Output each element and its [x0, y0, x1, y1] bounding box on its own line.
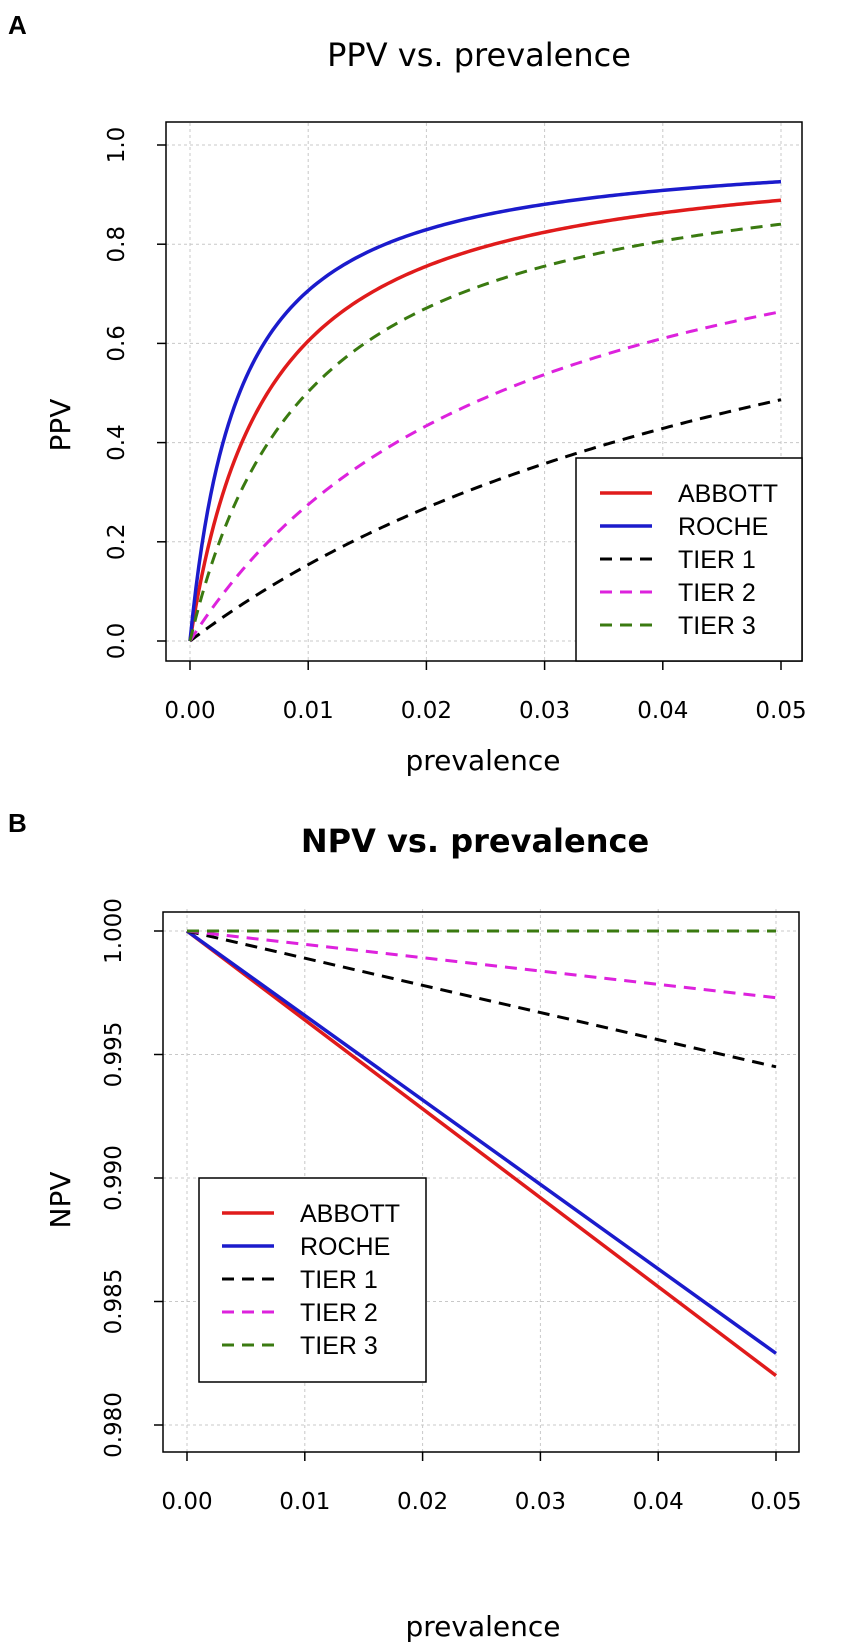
- series-line-abbott: [188, 198, 782, 642]
- series-line-tier-2: [186, 929, 777, 1000]
- y-tick-label: 0.995: [101, 1022, 127, 1088]
- x-tick-label: 0.01: [279, 1489, 330, 1515]
- chart-title: PPV vs. prevalence: [327, 36, 631, 74]
- x-tick-label: 0.05: [750, 1489, 801, 1515]
- y-tick-label: 1.000: [101, 898, 127, 964]
- x-tick-label: 0.03: [515, 1489, 566, 1515]
- series-line-roche: [185, 929, 778, 1355]
- x-tick-label: 0.02: [397, 1489, 448, 1515]
- x-tick-label: 0.04: [637, 698, 688, 724]
- panel-a-label: A: [8, 10, 27, 40]
- series-line-abbott: [185, 929, 778, 1377]
- x-axis-label: prevalence: [406, 744, 561, 777]
- legend-label: TIER 3: [678, 612, 756, 640]
- series-line-tier-2: [188, 310, 782, 642]
- y-tick-label: 0.8: [104, 226, 130, 263]
- legend-label: TIER 1: [678, 546, 756, 574]
- y-axis-label: NPV: [44, 1172, 77, 1229]
- legend-label: ROCHE: [678, 513, 768, 541]
- x-tick-label: 0.02: [401, 698, 452, 724]
- x-tick-label: 0.04: [633, 1489, 684, 1515]
- legend-label: TIER 3: [300, 1332, 378, 1360]
- plot-frame: [165, 121, 803, 662]
- legend-label: ABBOTT: [678, 480, 778, 508]
- legend-label: ROCHE: [300, 1233, 390, 1261]
- x-axis-label: prevalence: [406, 1610, 561, 1642]
- y-tick-label: 0.985: [101, 1269, 127, 1335]
- plot-frame: [162, 911, 800, 1453]
- legend: ABBOTT ROCHE TIER 1 TIER 2 TIER 3: [198, 1177, 427, 1383]
- legend: ABBOTT ROCHE TIER 1 TIER 2 TIER 3: [575, 457, 803, 662]
- panel-b-npv-chart: B NPV vs. prevalence prevalence NPV 0.00…: [8, 808, 802, 1642]
- panel-a-ppv-chart: A PPV vs. prevalence prevalence PPV 0.00…: [8, 10, 807, 777]
- y-tick-label: 0.6: [104, 325, 130, 362]
- series-line-tier-1: [189, 398, 782, 643]
- legend-label: TIER 1: [300, 1266, 378, 1294]
- y-tick-label: 0.990: [101, 1145, 127, 1211]
- series-line-roche: [188, 179, 782, 642]
- legend-label: TIER 2: [300, 1299, 378, 1327]
- y-tick-label: 0.980: [101, 1392, 127, 1458]
- x-tick-label: 0.01: [283, 698, 334, 724]
- chart-title: NPV vs. prevalence: [301, 822, 649, 860]
- series-line-tier-3: [188, 222, 782, 642]
- x-tick-label: 0.00: [164, 698, 215, 724]
- y-tick-label: 0.0: [104, 623, 130, 660]
- x-tick-label: 0.05: [755, 698, 806, 724]
- y-tick-label: 0.2: [104, 524, 130, 561]
- y-tick-label: 1.0: [104, 127, 130, 164]
- legend-label: ABBOTT: [300, 1200, 400, 1228]
- y-axis-label: PPV: [44, 399, 77, 452]
- series-line-tier-1: [186, 929, 777, 1069]
- x-tick-label: 0.03: [519, 698, 570, 724]
- y-tick-label: 0.4: [104, 424, 130, 461]
- x-tick-label: 0.00: [161, 1489, 212, 1515]
- legend-label: TIER 2: [678, 579, 756, 607]
- panel-b-label: B: [8, 808, 27, 838]
